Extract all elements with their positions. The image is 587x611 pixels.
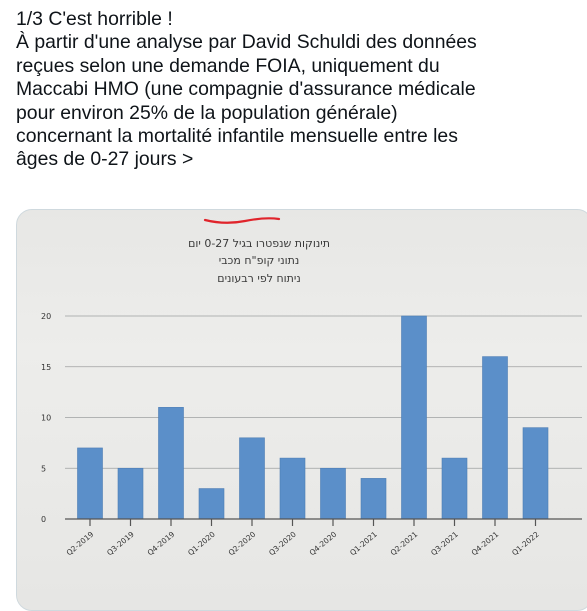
x-tick-label: Q1-2022 bbox=[510, 529, 541, 557]
bar-q4-2019 bbox=[158, 407, 184, 520]
chart-title-line-3: ניתוח לפי רבעונים bbox=[217, 272, 300, 285]
red-underline-annotation bbox=[203, 217, 281, 224]
x-tick-label: Q1-2021 bbox=[348, 529, 379, 557]
bar-q1-2021 bbox=[360, 478, 387, 520]
x-tick-label: Q2-2020 bbox=[227, 529, 258, 557]
bar-q3-2021 bbox=[441, 457, 468, 520]
tweet-line: pour environ 25% de la population généra… bbox=[16, 101, 398, 124]
bar-q2-2020 bbox=[239, 437, 265, 520]
tweet-line: 1/3 C'est horrible ! bbox=[16, 8, 173, 30]
y-tick-label: 0 bbox=[41, 515, 46, 524]
chart-title-line-2: נתוני קופ"ח מכבי bbox=[219, 254, 300, 267]
tweet-line: À partir d'une analyse par David Schuldi… bbox=[16, 31, 477, 54]
bar-q4-2020 bbox=[320, 467, 346, 520]
x-tick-label: Q4-2021 bbox=[470, 529, 501, 557]
x-tick-label: Q3-2020 bbox=[267, 529, 298, 557]
bar-q3-2020 bbox=[279, 457, 306, 520]
bar-chart: תינוקות שנפטרו בגיל 0-27 יום נתוני קופ"ח… bbox=[41, 217, 582, 557]
tweet-line: Maccabi HMO (une compagnie d'assurance m… bbox=[16, 78, 476, 101]
tweet-line: concernant la mortalité infantile mensue… bbox=[16, 125, 458, 148]
bar-q3-2019 bbox=[117, 467, 144, 520]
tweet-text: 1/3 C'est horrible ! À partir d'une anal… bbox=[16, 8, 581, 172]
bar-q2-2019 bbox=[77, 447, 103, 520]
bar-q4-2021 bbox=[482, 356, 508, 520]
y-tick-label: 10 bbox=[41, 414, 51, 423]
x-tick-label: Q3-2019 bbox=[105, 529, 136, 557]
bar-q2-2021 bbox=[401, 315, 427, 520]
bar-q1-2022 bbox=[522, 427, 549, 520]
tweet-line: âges de 0-27 jours > bbox=[16, 148, 194, 171]
x-tick-label: Q4-2020 bbox=[308, 529, 339, 557]
tweet-media-card[interactable]: תינוקות שנפטרו בגיל 0-27 יום נתוני קופ"ח… bbox=[16, 209, 587, 611]
y-tick-label: 20 bbox=[41, 312, 51, 321]
tweet-line: reçues selon une demande FOIA, uniquemen… bbox=[16, 54, 440, 77]
x-tick-label: Q2-2021 bbox=[389, 529, 420, 557]
x-tick-label: Q1-2020 bbox=[186, 529, 217, 557]
chart-title-line-1: תינוקות שנפטרו בגיל 0-27 יום bbox=[188, 237, 330, 250]
x-tick-label: Q4-2019 bbox=[146, 529, 177, 557]
y-tick-label: 5 bbox=[41, 464, 46, 473]
bar-q1-2020 bbox=[198, 488, 225, 520]
x-tick-label: Q3-2021 bbox=[429, 529, 460, 557]
chart-title: תינוקות שנפטרו בגיל 0-27 יום נתוני קופ"ח… bbox=[188, 237, 330, 285]
x-tick-label: Q2-2019 bbox=[65, 529, 96, 557]
y-tick-label: 15 bbox=[41, 363, 51, 372]
